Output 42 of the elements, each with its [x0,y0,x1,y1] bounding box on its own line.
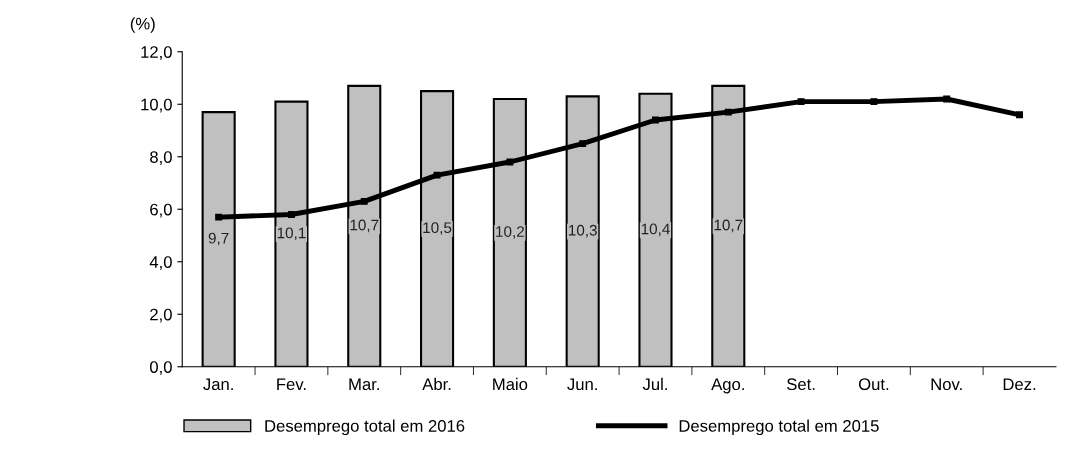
x-tick-label: Fev. [277,378,306,391]
x-tick-label: Jul. [642,377,667,391]
data-label: 10,2 [496,226,524,239]
y-tick-label: 0,0 [150,361,172,375]
point [360,197,368,205]
x-tick-label: Dez. [1003,378,1036,391]
data-label: 10,5 [423,222,452,235]
data-label: 10,4 [641,223,670,237]
x-tick-label: Out. [858,378,889,391]
x-tick-label: Mar. [349,378,379,391]
point [943,95,951,103]
x-tick-label: Jan. [203,378,233,391]
legend-label: Desemprego total em 2015 [679,419,879,436]
point [579,140,587,148]
data-label: 9,7 [208,232,229,246]
y-tick-label: 4,0 [149,256,172,270]
data-label: 10,7 [350,219,379,233]
y-axis-title: (%) [130,17,155,33]
point [215,213,223,221]
y-tick-label: 12,0 [141,46,172,60]
data-label: 10,1 [277,227,306,241]
y-tick-label: 2,0 [150,308,172,323]
point [724,108,732,116]
point [433,171,441,179]
point [1016,111,1023,119]
x-tick-label: Abr. [422,377,451,391]
data-label: 10,3 [568,224,597,238]
point [287,211,295,218]
point [797,98,805,106]
point [652,116,659,124]
y-tick-label: 8,0 [150,151,172,165]
point [506,158,514,166]
y-tick-label: 6,0 [150,203,172,218]
x-tick-label: Ago. [711,378,744,394]
x-tick-label: Maio [493,377,528,391]
x-tick-label: Set. [787,378,815,391]
x-tick-label: Jun. [567,378,597,391]
data-label: 10,7 [714,219,743,233]
y-tick-label: 10,0 [141,98,172,113]
x-tick-label: Nov. [931,378,962,391]
legend-label: Desemprego total em 2016 [265,419,465,436]
point [870,98,878,106]
